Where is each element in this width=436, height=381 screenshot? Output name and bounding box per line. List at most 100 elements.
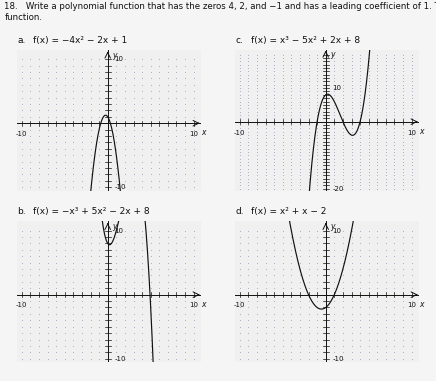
Point xyxy=(262,330,269,336)
Point xyxy=(288,95,295,101)
Point xyxy=(331,349,338,355)
Point xyxy=(374,172,381,178)
Point xyxy=(95,107,102,114)
Point xyxy=(173,285,180,291)
Point xyxy=(173,171,180,178)
Point xyxy=(190,247,197,253)
Point xyxy=(279,176,286,182)
Point xyxy=(70,139,77,146)
Point xyxy=(70,324,77,330)
Point xyxy=(78,152,85,158)
Point xyxy=(253,179,260,185)
Point xyxy=(44,291,51,298)
Point xyxy=(130,120,137,126)
Point xyxy=(262,149,269,155)
Point xyxy=(357,343,364,349)
Point xyxy=(365,227,372,234)
Point xyxy=(271,129,278,135)
Point xyxy=(173,101,180,107)
Point xyxy=(331,109,338,115)
Point xyxy=(391,112,398,118)
Point xyxy=(156,171,163,178)
Point xyxy=(391,169,398,175)
Point xyxy=(44,152,51,158)
Point xyxy=(313,317,320,323)
Point xyxy=(139,133,146,139)
Point xyxy=(365,99,372,105)
Point xyxy=(253,298,260,304)
Point xyxy=(236,55,243,61)
Point xyxy=(374,336,381,343)
Point xyxy=(130,291,137,298)
Point xyxy=(279,149,286,155)
Point xyxy=(236,139,243,145)
Point xyxy=(331,68,338,74)
Point xyxy=(374,132,381,138)
Point xyxy=(27,240,34,247)
Point xyxy=(339,247,346,253)
Point xyxy=(53,120,60,126)
Point xyxy=(279,227,286,234)
Point xyxy=(253,169,260,175)
Text: 10: 10 xyxy=(115,227,123,234)
Point xyxy=(271,132,278,138)
Point xyxy=(130,126,137,133)
Point xyxy=(245,146,252,152)
Point xyxy=(190,56,197,62)
Point xyxy=(365,349,372,355)
Point xyxy=(130,285,137,291)
Point xyxy=(53,356,60,362)
Point xyxy=(391,72,398,78)
Point xyxy=(253,291,260,298)
Point xyxy=(44,56,51,62)
Point xyxy=(357,159,364,165)
Point xyxy=(190,107,197,114)
Point xyxy=(61,171,68,178)
Point xyxy=(245,75,252,81)
Point xyxy=(70,343,77,349)
Point xyxy=(400,75,407,81)
Point xyxy=(331,279,338,285)
Point xyxy=(182,291,189,298)
Point xyxy=(322,105,329,111)
Point xyxy=(391,115,398,122)
Point xyxy=(262,336,269,343)
Point xyxy=(279,105,286,111)
Point xyxy=(382,172,389,178)
Point xyxy=(35,266,42,272)
Point xyxy=(391,186,398,192)
Point xyxy=(271,65,278,71)
Point xyxy=(190,94,197,101)
Point xyxy=(44,94,51,101)
Point xyxy=(262,132,269,138)
Point xyxy=(382,95,389,101)
Point xyxy=(78,291,85,298)
Point xyxy=(35,126,42,133)
Point xyxy=(348,139,355,145)
Point xyxy=(245,179,252,185)
Point xyxy=(279,82,286,88)
Point xyxy=(296,112,303,118)
Point xyxy=(236,166,243,172)
Point xyxy=(374,92,381,98)
Point xyxy=(95,253,102,259)
Point xyxy=(305,240,312,247)
Point xyxy=(365,142,372,148)
Point xyxy=(374,182,381,189)
Point xyxy=(391,149,398,155)
Point xyxy=(164,279,171,285)
Point xyxy=(87,324,94,330)
Point xyxy=(70,247,77,253)
Text: x: x xyxy=(419,127,423,136)
Point xyxy=(391,343,398,349)
Point xyxy=(331,88,338,94)
Point xyxy=(173,240,180,247)
Point xyxy=(348,155,355,162)
Point xyxy=(35,298,42,304)
Point xyxy=(348,65,355,71)
Point xyxy=(391,182,398,189)
Point xyxy=(382,285,389,291)
Point xyxy=(391,85,398,91)
Point xyxy=(288,88,295,94)
Point xyxy=(78,330,85,336)
